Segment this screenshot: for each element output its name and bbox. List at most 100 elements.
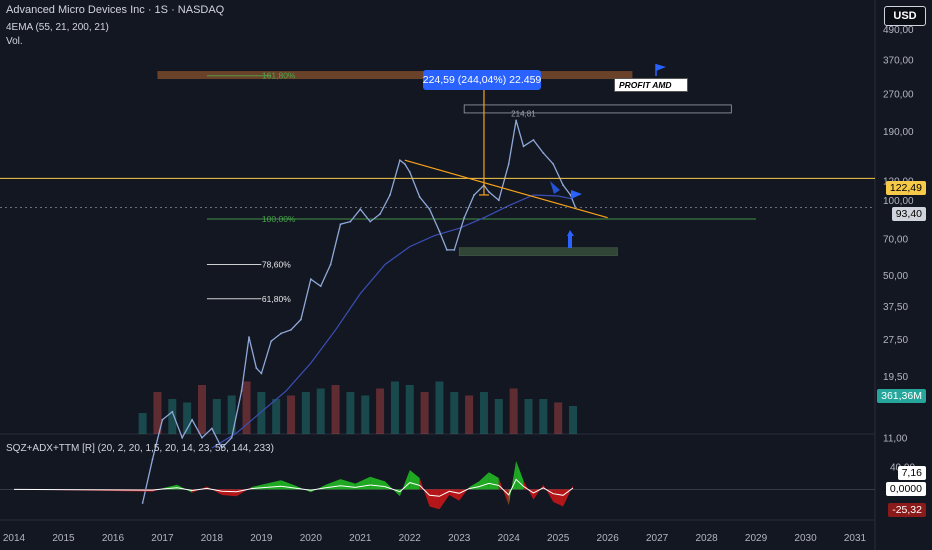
- price-point: [369, 220, 372, 223]
- volume-bar: [435, 381, 444, 434]
- fib-level-label: 61,80%: [262, 294, 291, 304]
- price-point: [522, 145, 525, 148]
- price-point: [473, 194, 475, 196]
- price-point: [191, 418, 193, 421]
- price-point: [542, 152, 545, 154]
- price-point: [181, 436, 184, 439]
- osc-area-segment: [419, 477, 430, 507]
- x-tick-label: 2030: [794, 533, 817, 544]
- volume-bar: [227, 395, 236, 434]
- osc-area-segment: [399, 469, 410, 497]
- currency-button[interactable]: USD: [884, 6, 926, 26]
- price-point: [220, 447, 223, 449]
- y-tick-label: 270,00: [883, 89, 914, 100]
- price-point: [438, 230, 441, 233]
- fib-level-label: 78,60%: [262, 260, 291, 270]
- volume-bars: [138, 381, 578, 434]
- price-point: [290, 328, 292, 331]
- last-price-tag: 93,40: [891, 207, 926, 221]
- osc-area-segment: [449, 489, 460, 501]
- volume-bar: [361, 395, 370, 434]
- x-tick-label: 2015: [52, 533, 75, 544]
- osc-area-segment: [553, 489, 564, 507]
- volume-bar: [138, 413, 147, 434]
- price-point: [389, 194, 391, 196]
- flag-entry: [571, 190, 582, 199]
- top-value-label: 214,81: [511, 109, 536, 118]
- volume-bar: [465, 395, 474, 434]
- price-point: [403, 163, 406, 165]
- indicator-legend-oscillator[interactable]: SQZ+ADX+TTM [R] (20, 2, 20, 1,5, 20, 14,…: [6, 443, 274, 454]
- volume-bar: [509, 388, 518, 434]
- osc-area-segment: [192, 486, 207, 493]
- price-point: [532, 139, 535, 141]
- price-point: [569, 194, 572, 196]
- grid-layer: [0, 0, 876, 550]
- y-tick-label: 37,50: [883, 302, 908, 313]
- volume-tag: 361,36M: [877, 389, 926, 403]
- y-tick-label: 370,00: [883, 55, 914, 66]
- y-tick-label: 100,00: [883, 196, 914, 207]
- osc-area-segment: [488, 472, 499, 490]
- y-tick-label: 27,50: [883, 335, 908, 346]
- x-tick-label: 2024: [498, 533, 521, 544]
- price-point: [210, 427, 213, 430]
- price-point: [201, 436, 203, 439]
- measure-callout[interactable]: 224,59 (244,04%) 22.459: [423, 70, 541, 90]
- osc-area-segment: [340, 479, 356, 490]
- drawing-annotations: 214,81: [0, 64, 875, 248]
- volume-bar: [257, 392, 266, 434]
- arrow-up-head: [567, 230, 574, 236]
- x-tick-label: 2019: [250, 533, 273, 544]
- x-tick-label: 2021: [349, 533, 372, 544]
- x-tick-label: 2025: [547, 533, 570, 544]
- x-tick-label: 2031: [844, 533, 867, 544]
- indicator-legend-volume[interactable]: Vol.: [6, 36, 23, 47]
- price-point: [300, 318, 302, 321]
- volume-bar: [390, 381, 399, 434]
- fib-level-label: 100,00%: [262, 214, 296, 224]
- fib-level-label: 161,80%: [262, 71, 296, 81]
- y-tick-label: 490,00: [883, 25, 914, 36]
- osc-area-segment: [310, 484, 326, 493]
- volume-bar: [287, 395, 296, 434]
- oscillator-pane: [0, 460, 875, 510]
- osc-area-segment: [385, 481, 400, 497]
- volume-bar: [376, 388, 385, 434]
- osc-area-segment: [266, 480, 282, 490]
- trend-line: [404, 159, 608, 219]
- target-zone: [157, 71, 633, 80]
- osc-area-segment: [498, 477, 509, 506]
- osc-area-segment: [409, 469, 420, 490]
- price-point: [329, 263, 332, 266]
- osc-area-segment: [543, 484, 554, 502]
- price-point: [349, 220, 352, 223]
- osc-area-segment: [355, 476, 371, 490]
- support-zone: [458, 247, 618, 256]
- price-series: [141, 119, 577, 504]
- resistance-price-tag: 122,49: [885, 181, 926, 195]
- volume-bar: [450, 392, 459, 434]
- y-tick-label: 70,00: [883, 235, 908, 246]
- price-point: [552, 163, 555, 165]
- price-point: [453, 249, 456, 251]
- osc-area-segment: [429, 489, 440, 510]
- x-tick-label: 2016: [102, 533, 125, 544]
- osc-area-segment: [479, 472, 489, 490]
- ema-200-line: [211, 194, 574, 449]
- price-point: [319, 285, 322, 288]
- volume-bar: [197, 385, 206, 434]
- volume-bar: [242, 381, 251, 434]
- volume-bar: [539, 399, 548, 434]
- price-point: [240, 389, 243, 392]
- volume-bar: [316, 388, 325, 434]
- price-point: [339, 223, 342, 226]
- price-point: [497, 199, 500, 202]
- y-axis: 490,00370,00270,00190,00120,00100,0070,0…: [883, 25, 919, 519]
- arrow-down: [550, 181, 560, 194]
- indicator-legend-ema[interactable]: 4EMA (55, 21, 200, 21): [6, 22, 109, 33]
- price-point: [562, 184, 565, 187]
- profit-label[interactable]: PROFIT AMD: [614, 78, 688, 92]
- flag-profit: [656, 64, 666, 71]
- volume-bar: [569, 406, 578, 434]
